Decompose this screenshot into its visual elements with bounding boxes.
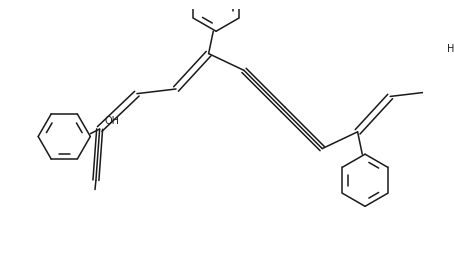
Text: OH: OH: [104, 116, 119, 126]
Text: HO: HO: [447, 44, 454, 54]
